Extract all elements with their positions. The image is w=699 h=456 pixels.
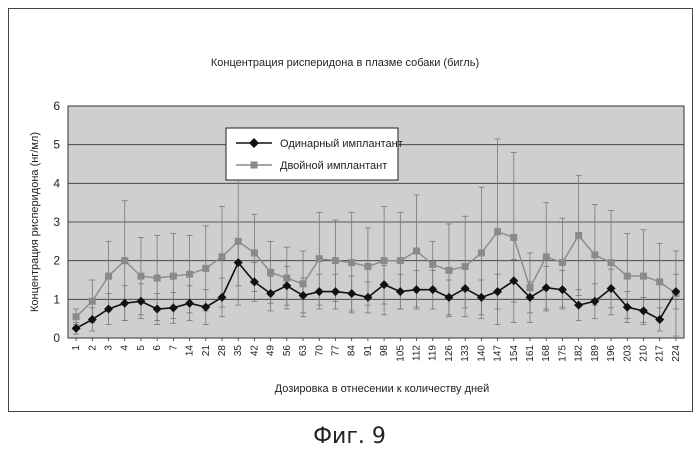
legend-label-single: Одинарный имплантант	[280, 138, 403, 150]
x-tick-label: 5	[136, 345, 147, 351]
data-point-double	[543, 253, 550, 260]
data-point-double	[445, 267, 452, 274]
x-tick-label: 168	[541, 345, 552, 362]
data-point-double	[202, 265, 209, 272]
x-tick-label: 189	[590, 345, 601, 362]
x-tick-label: 140	[476, 345, 487, 362]
chart: Концентрация рисперидона в плазме собаки…	[0, 0, 699, 420]
data-point-double	[186, 271, 193, 278]
x-tick-label: 98	[379, 345, 390, 357]
y-tick-label: 4	[53, 176, 60, 190]
x-tick-label: 56	[282, 345, 293, 357]
data-point-double	[462, 263, 469, 270]
x-tick-label: 133	[460, 345, 471, 362]
y-tick-label: 3	[53, 215, 60, 229]
x-tick-label: 119	[428, 345, 439, 361]
x-tick-label: 35	[233, 345, 244, 357]
data-point-double	[283, 275, 290, 282]
y-tick-label: 6	[53, 99, 60, 113]
y-tick-label: 1	[53, 292, 60, 306]
data-point-double	[267, 269, 274, 276]
x-tick-label: 224	[671, 345, 682, 362]
x-tick-label: 14	[185, 345, 196, 357]
x-tick-label: 2	[87, 345, 98, 351]
x-tick-label: 112	[412, 345, 423, 361]
data-point-double	[137, 273, 144, 280]
x-axis-title: Дозировка в отнесении к количеству дней	[275, 383, 490, 395]
x-tick-label: 217	[655, 345, 666, 362]
data-point-double	[429, 261, 436, 268]
data-point-double	[364, 263, 371, 270]
y-tick-label: 0	[53, 331, 60, 345]
x-tick-label: 21	[201, 345, 212, 357]
x-tick-label: 126	[444, 345, 455, 362]
x-tick-label: 175	[557, 345, 568, 362]
data-point-double	[624, 273, 631, 280]
x-tick-label: 91	[363, 345, 374, 357]
data-point-double	[105, 273, 112, 280]
data-point-double	[381, 257, 388, 264]
data-point-double	[73, 313, 80, 320]
y-axis-title: Концентрация рисперидона (нг/мл)	[29, 132, 41, 312]
legend-box	[226, 128, 398, 180]
data-point-double	[332, 257, 339, 264]
x-tick-label: 6	[152, 345, 163, 351]
x-tick-label: 203	[622, 345, 633, 362]
y-tick-label: 2	[53, 254, 60, 268]
data-point-double	[608, 259, 615, 266]
x-tick-label: 1	[71, 345, 82, 351]
x-tick-label: 70	[314, 345, 325, 357]
x-tick-label: 28	[217, 345, 228, 357]
legend-label-double: Двойной имплантант	[280, 160, 387, 172]
data-point-double	[300, 280, 307, 287]
x-tick-label: 63	[298, 345, 309, 357]
x-tick-label: 147	[493, 345, 504, 362]
data-point-double	[316, 255, 323, 262]
data-point-double	[591, 251, 598, 258]
chart-title: Концентрация рисперидона в плазме собаки…	[211, 57, 479, 69]
data-point-double	[575, 232, 582, 239]
x-axis-ticks: 1234567142128354249566370778491981051121…	[71, 338, 682, 362]
data-point-double	[397, 257, 404, 264]
x-tick-label: 3	[104, 345, 115, 351]
legend: Одинарный имплантант Двойной имплантант	[226, 128, 403, 180]
x-tick-label: 154	[509, 345, 520, 362]
x-tick-label: 49	[266, 345, 277, 357]
x-tick-label: 161	[525, 345, 536, 362]
legend-marker-double-icon	[251, 162, 258, 169]
data-point-double	[170, 273, 177, 280]
data-point-double	[559, 259, 566, 266]
x-tick-label: 84	[347, 345, 358, 357]
figure-caption: Фиг. 9	[0, 424, 699, 449]
x-tick-label: 182	[574, 345, 585, 362]
data-point-double	[478, 249, 485, 256]
data-point-double	[656, 278, 663, 285]
x-tick-label: 4	[120, 345, 131, 351]
data-point-double	[154, 275, 161, 282]
data-point-double	[413, 248, 420, 255]
data-point-double	[89, 298, 96, 305]
data-point-double	[494, 228, 501, 235]
data-point-double	[510, 234, 517, 241]
x-tick-label: 77	[330, 345, 341, 357]
y-tick-label: 5	[53, 138, 60, 152]
data-point-double	[251, 249, 258, 256]
data-point-double	[121, 257, 128, 264]
data-point-double	[527, 284, 534, 291]
data-point-double	[235, 238, 242, 245]
data-point-double	[219, 253, 226, 260]
x-tick-label: 7	[168, 345, 179, 351]
data-point-double	[348, 259, 355, 266]
x-tick-label: 42	[249, 345, 260, 357]
x-tick-label: 105	[395, 345, 406, 362]
x-tick-label: 210	[638, 345, 649, 362]
y-axis-ticks: 0 1 2 3 4 5 6	[53, 99, 60, 345]
x-tick-label: 196	[606, 345, 617, 362]
data-point-double	[640, 273, 647, 280]
